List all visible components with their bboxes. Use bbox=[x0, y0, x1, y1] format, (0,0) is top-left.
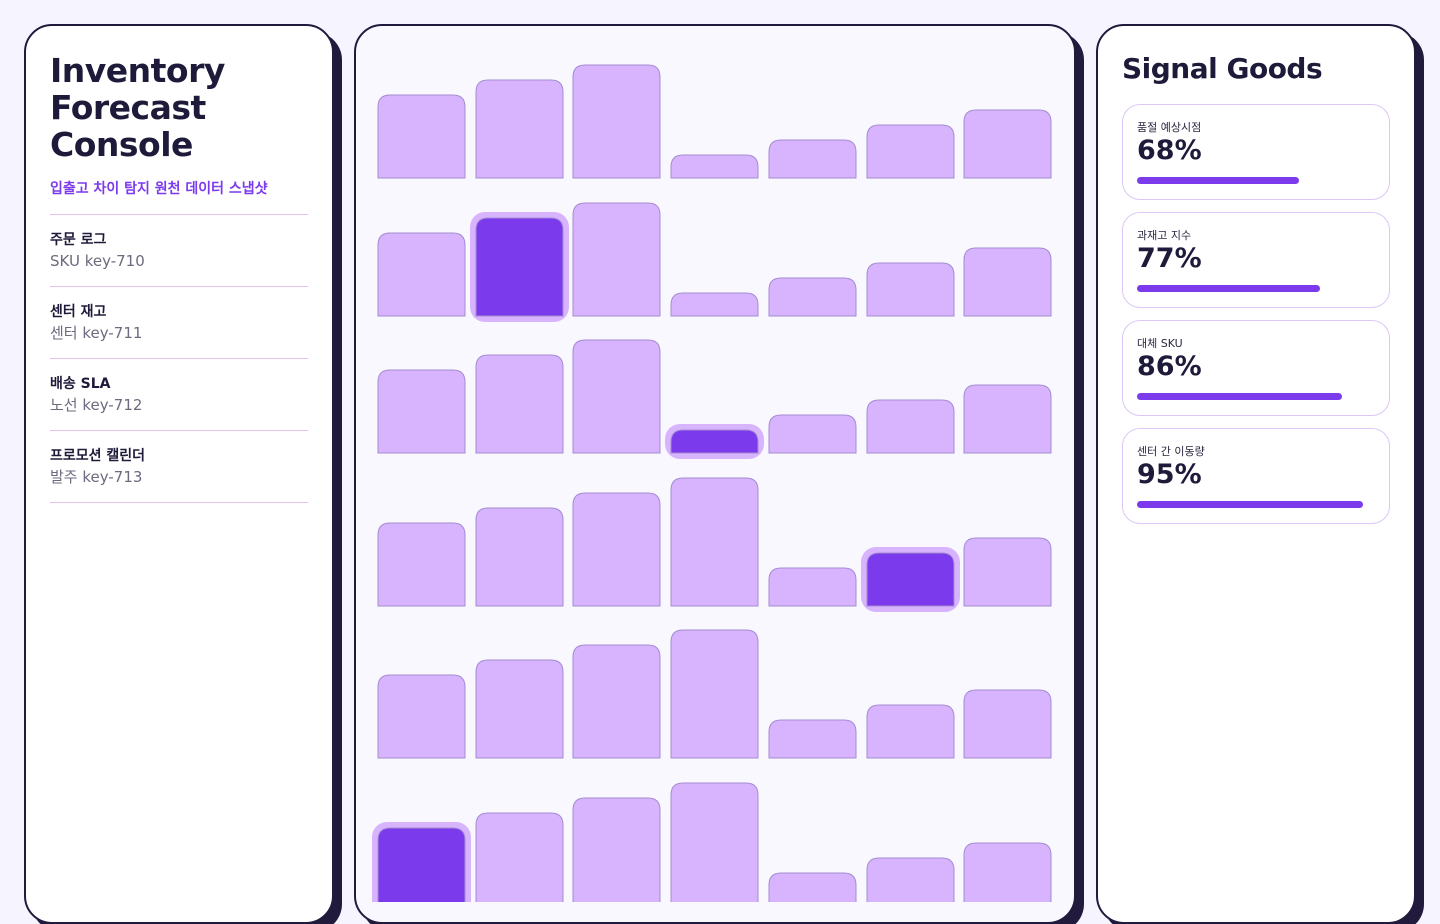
source-item-shipping-sla[interactable]: 배송 SLA 노선 key-712 bbox=[50, 359, 308, 431]
left-panel: Inventory Forecast Console 입출고 차이 탐지 원천 … bbox=[24, 24, 334, 924]
source-key: 발주 key-713 bbox=[50, 468, 143, 486]
grid-bar[interactable] bbox=[475, 507, 564, 607]
signal-value: 86% bbox=[1137, 351, 1202, 382]
grid-bar[interactable] bbox=[963, 384, 1052, 454]
signal-progress-bar bbox=[1137, 501, 1363, 508]
signal-value: 77% bbox=[1137, 243, 1202, 274]
signal-label: 과재고 지수 bbox=[1137, 229, 1192, 242]
signal-card-overstock[interactable]: 과재고 지수 77% bbox=[1122, 212, 1390, 308]
source-item-promo-calendar[interactable]: 프로모션 캘린더 발주 key-713 bbox=[50, 431, 308, 503]
signal-value: 68% bbox=[1137, 135, 1202, 166]
grid-bar[interactable] bbox=[377, 522, 466, 607]
grid-bar[interactable] bbox=[963, 537, 1052, 607]
forecast-bar-grid bbox=[372, 64, 1052, 902]
signal-progress-bar bbox=[1137, 177, 1299, 184]
grid-bar[interactable] bbox=[572, 492, 661, 607]
grid-bar[interactable] bbox=[475, 812, 564, 902]
grid-bar[interactable] bbox=[572, 797, 661, 902]
grid-bar-highlighted[interactable] bbox=[866, 552, 955, 607]
grid-bar[interactable] bbox=[866, 399, 955, 454]
grid-bar[interactable] bbox=[963, 109, 1052, 179]
grid-bar[interactable] bbox=[572, 339, 661, 454]
signal-label: 대체 SKU bbox=[1137, 337, 1183, 350]
source-key: SKU key-710 bbox=[50, 252, 145, 270]
signal-progress-bar bbox=[1137, 285, 1320, 292]
grid-bar[interactable] bbox=[768, 567, 857, 607]
app-subtitle: 입출고 차이 탐지 원천 데이터 스냅샷 bbox=[50, 181, 268, 197]
source-list: 주문 로그 SKU key-710 센터 재고 센터 key-711 배송 SL… bbox=[50, 214, 308, 503]
grid-bar[interactable] bbox=[670, 292, 759, 317]
signal-title: Signal Goods bbox=[1122, 52, 1323, 85]
grid-bar[interactable] bbox=[670, 782, 759, 902]
signal-card-stockout[interactable]: 품절 예상시점 68% bbox=[1122, 104, 1390, 200]
grid-bar[interactable] bbox=[475, 659, 564, 759]
signal-card-substitute-sku[interactable]: 대체 SKU 86% bbox=[1122, 320, 1390, 416]
grid-bar[interactable] bbox=[670, 629, 759, 759]
grid-bar-highlighted[interactable] bbox=[475, 217, 564, 317]
source-name: 주문 로그 bbox=[50, 232, 107, 248]
grid-bar[interactable] bbox=[377, 674, 466, 759]
source-item-orders[interactable]: 주문 로그 SKU key-710 bbox=[50, 215, 308, 287]
grid-bar[interactable] bbox=[768, 719, 857, 759]
signal-value: 95% bbox=[1137, 459, 1202, 490]
grid-bar[interactable] bbox=[768, 872, 857, 902]
grid-bar[interactable] bbox=[866, 262, 955, 317]
source-item-center-stock[interactable]: 센터 재고 센터 key-711 bbox=[50, 287, 308, 359]
grid-bar[interactable] bbox=[670, 477, 759, 607]
signal-progress-bar bbox=[1137, 393, 1342, 400]
grid-bar[interactable] bbox=[963, 689, 1052, 759]
forecast-grid-panel bbox=[354, 24, 1076, 924]
grid-bar[interactable] bbox=[572, 202, 661, 317]
grid-bar[interactable] bbox=[963, 842, 1052, 902]
grid-bar[interactable] bbox=[768, 277, 857, 317]
app-title: Inventory Forecast Console bbox=[50, 51, 225, 164]
grid-bar[interactable] bbox=[377, 94, 466, 179]
grid-bar[interactable] bbox=[475, 79, 564, 179]
grid-bar[interactable] bbox=[866, 704, 955, 759]
grid-bar-highlighted[interactable] bbox=[670, 429, 759, 454]
grid-bar[interactable] bbox=[768, 139, 857, 179]
grid-bar[interactable] bbox=[963, 247, 1052, 317]
source-key: 센터 key-711 bbox=[50, 324, 143, 342]
source-key: 노선 key-712 bbox=[50, 396, 143, 414]
signal-panel: Signal Goods 품절 예상시점 68% 과재고 지수 77% 대체 S… bbox=[1096, 24, 1416, 924]
grid-bar[interactable] bbox=[866, 124, 955, 179]
grid-bar[interactable] bbox=[475, 354, 564, 454]
grid-bar[interactable] bbox=[377, 369, 466, 454]
signal-label: 품절 예상시점 bbox=[1137, 121, 1202, 134]
grid-bar[interactable] bbox=[866, 857, 955, 902]
grid-bar[interactable] bbox=[670, 154, 759, 179]
source-name: 배송 SLA bbox=[50, 376, 111, 392]
source-name: 프로모션 캘린더 bbox=[50, 448, 146, 464]
grid-bar-highlighted[interactable] bbox=[377, 827, 466, 902]
source-name: 센터 재고 bbox=[50, 304, 107, 320]
signal-card-inter-center-transfer[interactable]: 센터 간 이동량 95% bbox=[1122, 428, 1390, 524]
grid-bar[interactable] bbox=[572, 64, 661, 179]
signal-label: 센터 간 이동량 bbox=[1137, 445, 1205, 458]
grid-bar[interactable] bbox=[768, 414, 857, 454]
grid-bar[interactable] bbox=[572, 644, 661, 759]
grid-bar[interactable] bbox=[377, 232, 466, 317]
